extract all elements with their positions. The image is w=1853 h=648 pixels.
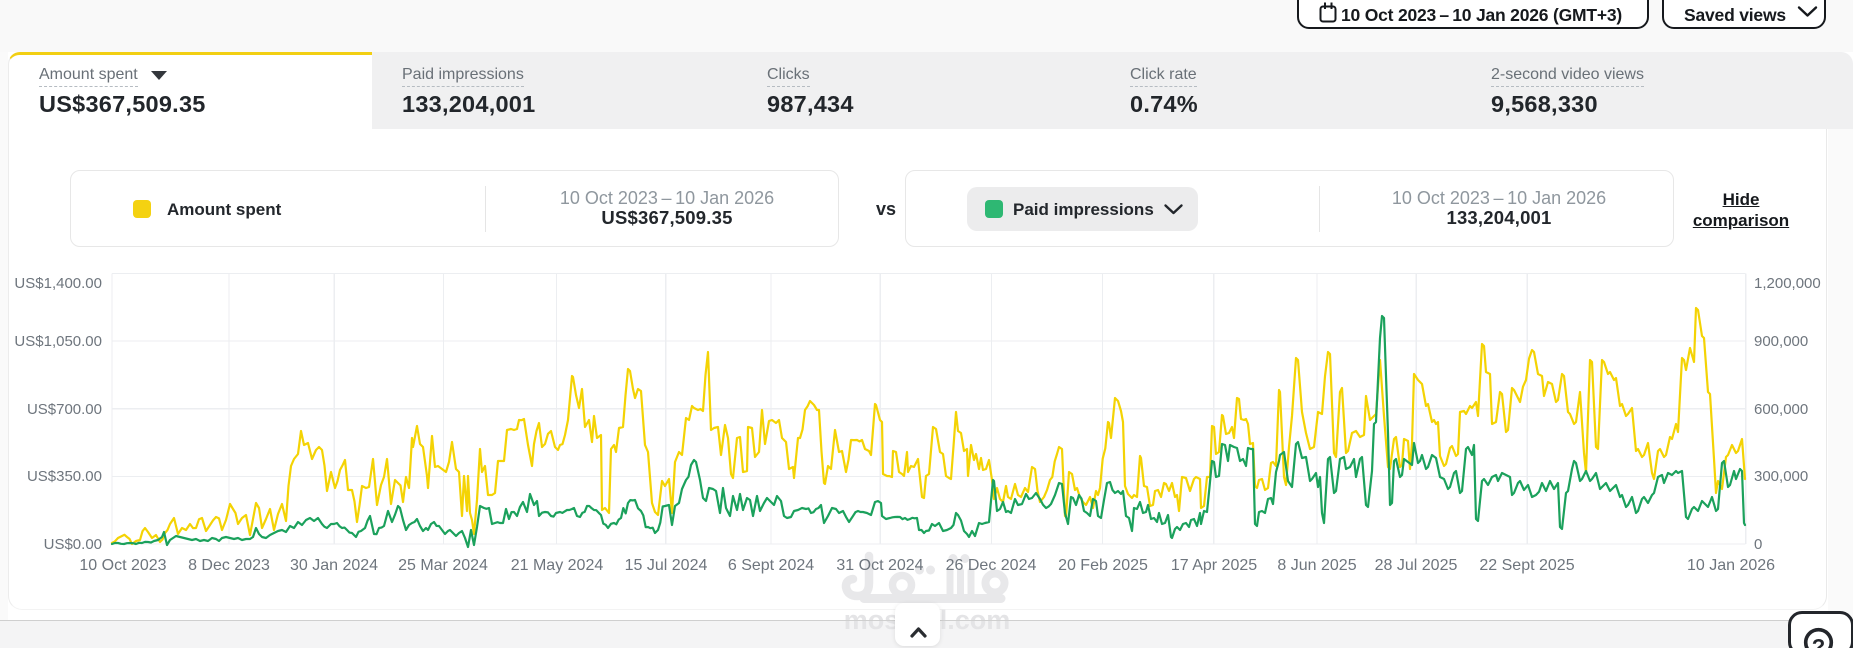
svg-text:Saved views: Saved views <box>1684 5 1786 25</box>
svg-text:?: ? <box>1812 635 1825 648</box>
svg-text:10 Oct 2023 – 10 Jan 2026 (GMT: 10 Oct 2023 – 10 Jan 2026 (GMT+3) <box>1341 5 1622 25</box>
